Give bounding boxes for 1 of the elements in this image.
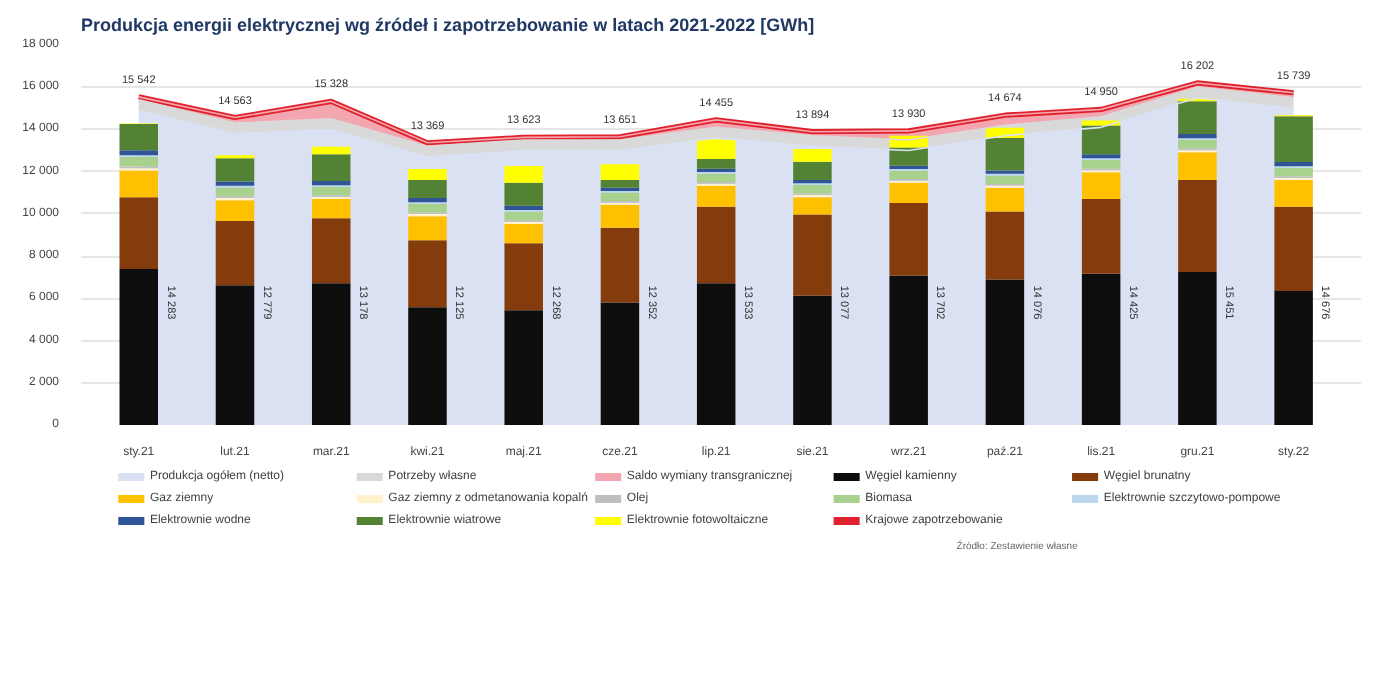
chart-title: Produkcja energii elektrycznej wg źródeł i zapotrzebowanie w latach 2021-2022 [GWh] <box>81 15 815 35</box>
